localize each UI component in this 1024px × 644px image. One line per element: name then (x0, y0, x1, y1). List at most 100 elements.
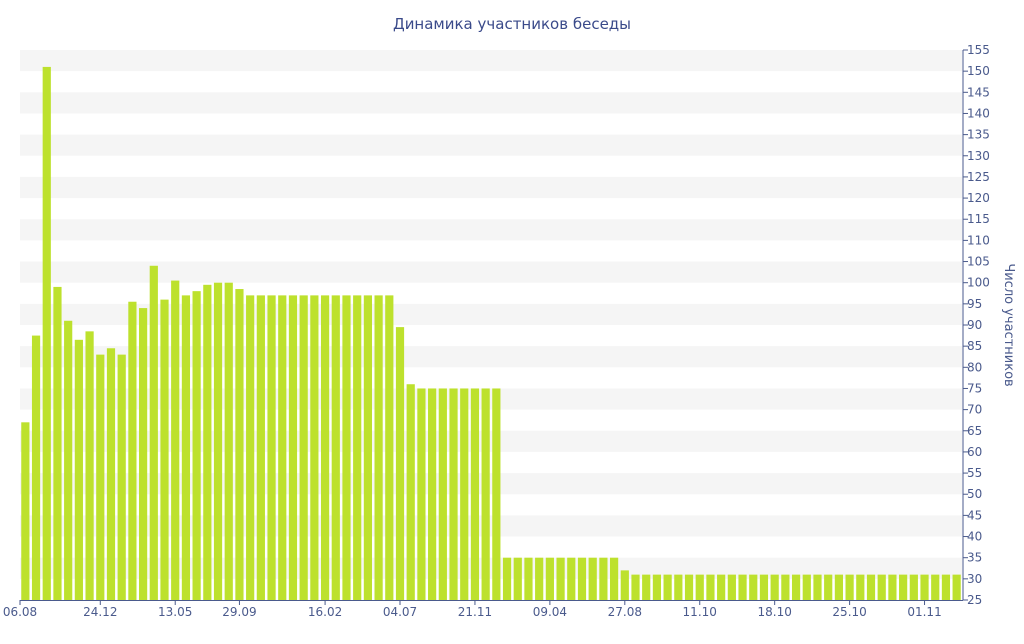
bar (31, 335, 41, 600)
x-tick-label: 29.09 (222, 605, 256, 619)
bar (834, 574, 843, 600)
grid-band (20, 430, 962, 452)
y-tick-label: 155 (967, 43, 990, 57)
grid-band (20, 303, 962, 325)
bar (706, 574, 715, 600)
bar (139, 308, 148, 600)
bar (524, 557, 533, 600)
bar (128, 301, 137, 600)
bar (727, 574, 736, 600)
bar (620, 570, 629, 600)
bar (213, 282, 223, 600)
bar (235, 289, 244, 600)
x-tick-label: 01.11 (907, 605, 941, 619)
x-axis: 06.08 24.12 13.05 29.09 16.02 04.07 21.11 09.04… (3, 600, 963, 619)
grid-band (20, 134, 962, 156)
bar (824, 574, 833, 600)
chart-title: Динамика участников беседы (393, 15, 631, 33)
y-tick-label: 55 (967, 466, 982, 480)
y-tick-label: 35 (967, 551, 982, 565)
bar (96, 354, 105, 600)
grid-band (20, 92, 962, 114)
bar (899, 574, 908, 600)
bar (695, 574, 704, 600)
bar (224, 282, 233, 600)
bar (299, 295, 308, 600)
grid-band (20, 473, 962, 495)
bar (535, 557, 544, 600)
x-tick-label: 21.11 (458, 605, 492, 619)
bar (738, 574, 747, 600)
x-tick-label: 25.10 (832, 605, 866, 619)
bar (856, 574, 865, 600)
bar (588, 557, 597, 600)
bar (288, 295, 298, 600)
x-tick-label: 24.12 (83, 605, 117, 619)
bar (802, 574, 811, 600)
bar (931, 574, 940, 600)
bar (577, 557, 587, 600)
bar (684, 574, 694, 600)
bar (749, 574, 758, 600)
bar (877, 574, 886, 600)
bar (888, 574, 897, 600)
y-tick-label: 150 (967, 64, 990, 78)
y-tick-label: 75 (967, 381, 982, 395)
bar (770, 574, 779, 600)
bar (941, 574, 951, 600)
y-tick-label: 70 (967, 403, 982, 417)
y-tick-label: 135 (967, 128, 990, 142)
bar (674, 574, 683, 600)
x-tick-label: 09.04 (533, 605, 567, 619)
bar (492, 388, 501, 600)
bar (652, 574, 662, 600)
bar (278, 295, 287, 600)
y-tick-label: 100 (967, 276, 990, 290)
bar (631, 574, 640, 600)
bar (160, 299, 169, 600)
y-tick-label: 45 (967, 508, 982, 522)
bar (203, 284, 212, 600)
bar (599, 557, 608, 600)
bar (449, 388, 458, 600)
y-tick-label: 90 (967, 318, 982, 332)
bar (395, 327, 405, 600)
x-tick-label: 06.08 (3, 605, 37, 619)
y-tick-label: 25 (967, 593, 982, 607)
y-tick-label: 145 (967, 85, 990, 99)
grid-band (20, 388, 962, 410)
bar (21, 422, 30, 600)
bar (181, 295, 191, 600)
bar (813, 574, 822, 600)
bar (149, 265, 158, 600)
bar (42, 66, 51, 601)
bar (567, 557, 576, 600)
bar (460, 388, 469, 600)
bar (85, 331, 94, 600)
grid-band (20, 219, 962, 241)
y-tick-label: 110 (967, 233, 990, 247)
bar (374, 295, 383, 600)
bar (866, 574, 876, 600)
bar (759, 574, 769, 600)
bar (267, 295, 276, 600)
y-tick-label: 40 (967, 530, 982, 544)
bar (791, 574, 801, 600)
grid-band (20, 50, 962, 72)
y-tick-label: 130 (967, 149, 990, 163)
bar (256, 295, 265, 600)
y-tick-label: 115 (967, 212, 990, 226)
grid-band (20, 176, 962, 199)
bar (920, 574, 929, 600)
y-tick-label: 65 (967, 424, 982, 438)
x-tick-label: 18.10 (757, 605, 791, 619)
bar (385, 295, 394, 600)
y-tick-label: 125 (967, 170, 990, 184)
bar (438, 388, 447, 600)
y-tick-label: 30 (967, 572, 982, 586)
x-tick-label: 11.10 (683, 605, 717, 619)
bar (845, 574, 854, 600)
y-tick-label: 60 (967, 445, 982, 459)
y-tick-label: 50 (967, 487, 982, 501)
